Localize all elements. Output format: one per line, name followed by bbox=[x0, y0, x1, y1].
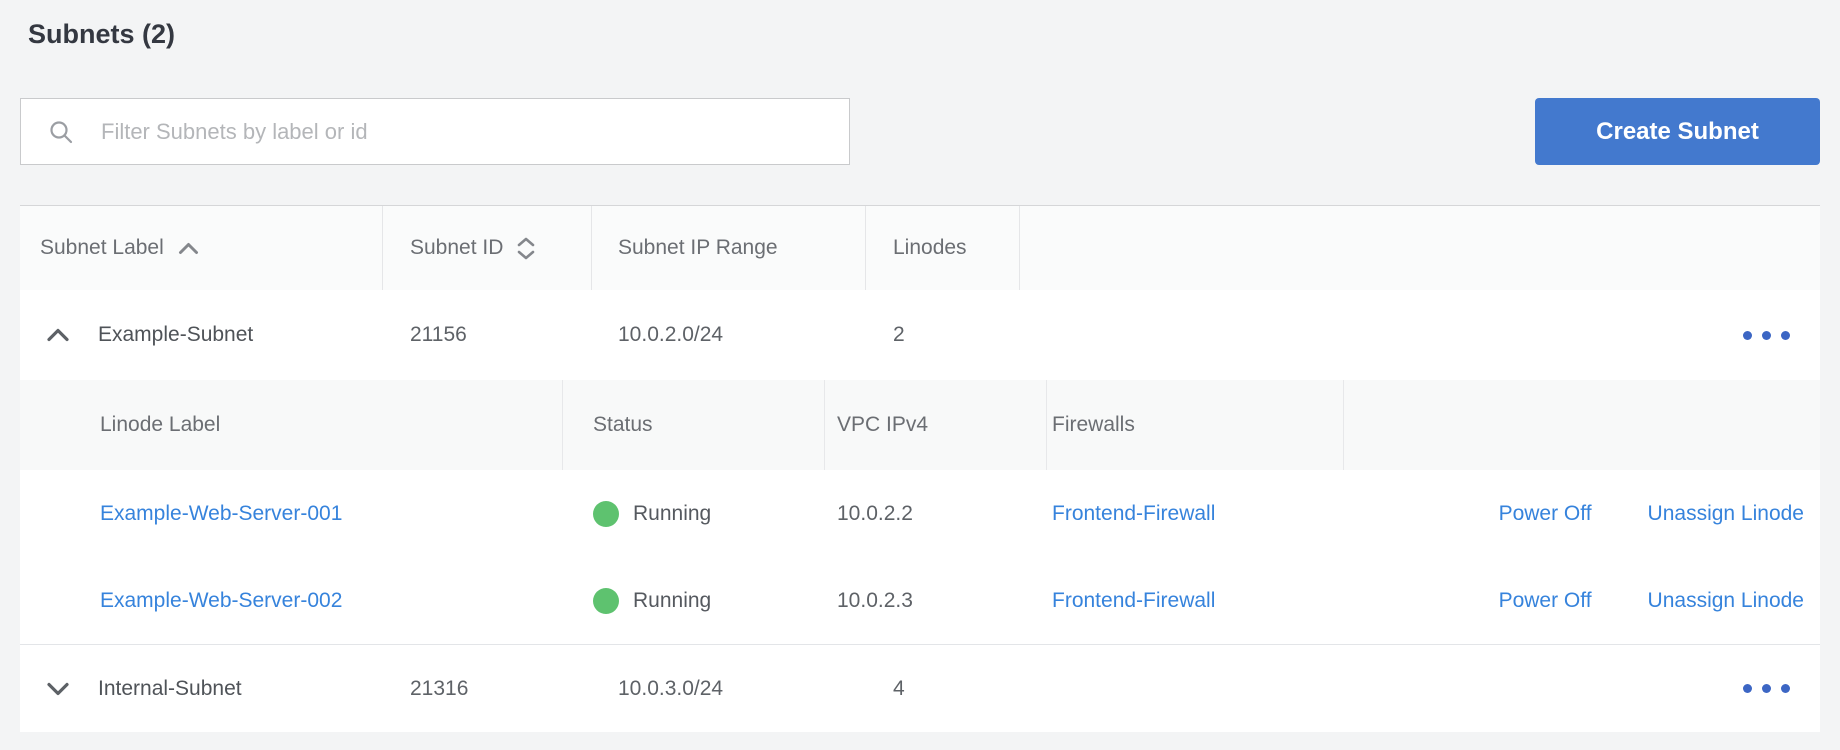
subnets-page: Subnets (2) Create Subnet Subnet Label S… bbox=[20, 19, 1820, 732]
status-running-dot-icon bbox=[593, 500, 619, 527]
power-off-button[interactable]: Power Off bbox=[1498, 588, 1592, 612]
column-header-linode-actions bbox=[1344, 380, 1820, 470]
linode-actions-cell: Power Off Unassign Linode bbox=[1344, 502, 1820, 526]
subnet-ip-range: 10.0.3.0/24 bbox=[618, 676, 724, 700]
subnet-actions-cell bbox=[1020, 680, 1820, 697]
page-title: Subnets (2) bbox=[28, 19, 176, 49]
subnet-label-cell: Example-Subnet bbox=[20, 323, 383, 347]
subnet-label: Example-Subnet bbox=[98, 323, 254, 346]
linode-label-link[interactable]: Example-Web-Server-002 bbox=[100, 588, 343, 612]
status-text: Running bbox=[633, 501, 712, 525]
subnet-row-example-subnet: Example-Subnet 21156 10.0.2.0/24 2 bbox=[20, 290, 1820, 380]
linode-status-cell: Running bbox=[563, 587, 825, 614]
linode-row-example-web-server-001: Example-Web-Server-001 Running 10.0.2.2 … bbox=[20, 470, 1820, 557]
column-header-linode-label: Linode Label bbox=[20, 380, 563, 470]
linode-label-cell: Example-Web-Server-002 bbox=[20, 589, 563, 613]
collapse-subnet-button[interactable] bbox=[46, 328, 70, 342]
column-header-subnet-label-text: Subnet Label bbox=[40, 236, 164, 259]
linode-status-cell: Running bbox=[563, 500, 825, 527]
create-subnet-button[interactable]: Create Subnet bbox=[1535, 98, 1820, 165]
column-header-status: Status bbox=[563, 380, 825, 470]
subnet-filter-box bbox=[20, 98, 850, 165]
column-header-actions bbox=[1020, 206, 1820, 290]
column-header-linodes: Linodes bbox=[866, 206, 1020, 290]
search-icon bbox=[50, 120, 73, 143]
column-header-subnet-id-text: Subnet ID bbox=[410, 236, 504, 259]
firewall-link[interactable]: Frontend-Firewall bbox=[1052, 501, 1216, 525]
power-off-button[interactable]: Power Off bbox=[1498, 501, 1592, 525]
chevron-up-icon bbox=[47, 328, 69, 342]
subnets-table: Subnet Label Subnet ID Subnet IP Range L… bbox=[20, 205, 1820, 732]
linode-firewall-cell: Frontend-Firewall bbox=[1047, 589, 1344, 613]
subnet-filter-input[interactable] bbox=[99, 117, 831, 146]
subnet-actions-cell bbox=[1020, 327, 1820, 344]
linode-vpc-ipv4: 10.0.2.2 bbox=[837, 501, 913, 525]
subnets-table-header: Subnet Label Subnet ID Subnet IP Range L… bbox=[20, 206, 1820, 290]
column-header-firewalls: Firewalls bbox=[1047, 380, 1344, 470]
column-header-subnet-id[interactable]: Subnet ID bbox=[383, 206, 592, 290]
chevron-down-icon bbox=[47, 682, 69, 695]
sort-asc-icon bbox=[178, 242, 199, 255]
subnet-linode-count: 2 bbox=[893, 323, 905, 346]
linode-vpc-ipv4: 10.0.2.3 bbox=[837, 588, 913, 612]
linode-firewall-cell: Frontend-Firewall bbox=[1047, 502, 1344, 526]
unassign-linode-button[interactable]: Unassign Linode bbox=[1647, 501, 1804, 525]
subnet-label-cell: Internal-Subnet bbox=[20, 677, 383, 701]
column-header-subnet-label[interactable]: Subnet Label bbox=[20, 206, 383, 290]
firewall-link[interactable]: Frontend-Firewall bbox=[1052, 588, 1216, 612]
linode-label-cell: Example-Web-Server-001 bbox=[20, 502, 563, 526]
subnet-linode-count: 4 bbox=[893, 676, 905, 700]
subnet-row-internal-subnet: Internal-Subnet 21316 10.0.3.0/24 4 bbox=[20, 644, 1820, 732]
expand-subnet-button[interactable] bbox=[46, 682, 70, 696]
linode-actions-cell: Power Off Unassign Linode bbox=[1344, 589, 1820, 613]
subnet-ip-range: 10.0.2.0/24 bbox=[618, 323, 724, 346]
column-header-subnet-ip-range: Subnet IP Range bbox=[592, 206, 866, 290]
unassign-linode-button[interactable]: Unassign Linode bbox=[1647, 588, 1804, 612]
column-header-vpc-ipv4: VPC IPv4 bbox=[825, 380, 1047, 470]
linodes-table-header: Linode Label Status VPC IPv4 Firewalls bbox=[20, 380, 1820, 470]
subnet-label: Internal-Subnet bbox=[98, 676, 242, 700]
ellipsis-icon bbox=[1743, 684, 1752, 693]
ellipsis-icon bbox=[1743, 330, 1752, 340]
status-text: Running bbox=[633, 588, 712, 612]
status-running-dot-icon bbox=[593, 587, 619, 614]
linode-label-link[interactable]: Example-Web-Server-001 bbox=[100, 501, 343, 525]
linode-row-example-web-server-002: Example-Web-Server-002 Running 10.0.2.3 … bbox=[20, 557, 1820, 644]
toolbar: Create Subnet bbox=[20, 98, 1820, 165]
subnet-id: 21316 bbox=[410, 676, 469, 700]
subnet-id: 21156 bbox=[410, 323, 467, 346]
subnet-action-menu-button[interactable] bbox=[1739, 680, 1794, 697]
subnet-action-menu-button[interactable] bbox=[1739, 327, 1794, 344]
sort-both-icon bbox=[517, 237, 535, 260]
